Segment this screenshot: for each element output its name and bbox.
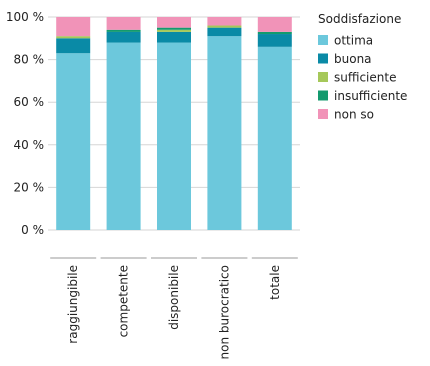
legend-swatch xyxy=(318,90,328,101)
legend-label: non so xyxy=(334,108,374,122)
bar-segment-buona xyxy=(157,31,191,43)
legend-swatch xyxy=(318,72,328,82)
bar-segment-ottima xyxy=(157,42,191,231)
bar-segment-ottima xyxy=(56,53,91,231)
x-tick-label: non burocratico xyxy=(217,265,231,359)
bar-segment-non-so xyxy=(157,17,191,28)
legend-swatch xyxy=(318,35,328,45)
legend-swatch xyxy=(318,53,328,64)
x-axis-labels: raggiungibile competente disponibile non bu… xyxy=(50,257,298,359)
bar-segment-buona xyxy=(257,34,292,47)
y-axis-ticks: 0 % 20 % 40 % 60 % 80 % 100 % xyxy=(6,10,44,237)
bars xyxy=(56,17,292,231)
x-tick-label: disponibile xyxy=(167,265,181,330)
legend-title: Soddisfazione xyxy=(318,12,401,26)
bar-segment-non-so xyxy=(106,17,141,30)
legend-swatch xyxy=(318,109,328,119)
bar-segment-insufficiente xyxy=(106,29,141,32)
y-tick-label: 80 % xyxy=(14,53,45,67)
y-tick-label: 60 % xyxy=(14,95,45,109)
legend-label: insufficiente xyxy=(334,89,407,103)
x-tick-label: totale xyxy=(268,265,282,300)
bar-segment-sufficiente xyxy=(157,29,191,32)
y-tick-label: 100 % xyxy=(6,10,44,24)
bar-segment-ottima xyxy=(207,36,242,230)
bar-segment-non-so xyxy=(56,17,91,37)
bar-segment-sufficiente xyxy=(56,36,91,39)
bar-segment-sufficiente xyxy=(207,25,242,28)
bar-segment-ottima xyxy=(257,46,292,230)
y-tick-label: 20 % xyxy=(14,180,45,194)
bar-segment-insufficiente xyxy=(157,27,191,30)
bar-segment-insufficiente xyxy=(257,31,292,35)
y-tick-label: 40 % xyxy=(14,138,45,152)
bar-segment-non-so xyxy=(207,17,242,26)
bar-segment-buona xyxy=(56,38,91,54)
y-tick-label: 0 % xyxy=(21,223,44,237)
bar-segment-non-so xyxy=(257,17,292,32)
x-tick-label: competente xyxy=(117,265,131,337)
legend: Soddisfazione ottima buona sufficiente insu… xyxy=(318,12,407,122)
bar-segment-ottima xyxy=(106,42,141,231)
legend-label: buona xyxy=(334,52,372,66)
legend-label: sufficiente xyxy=(334,71,396,85)
bar-segment-buona xyxy=(106,31,141,43)
x-tick-label: raggiungibile xyxy=(66,265,80,344)
legend-label: ottima xyxy=(334,34,373,48)
bar-segment-buona xyxy=(207,27,242,37)
